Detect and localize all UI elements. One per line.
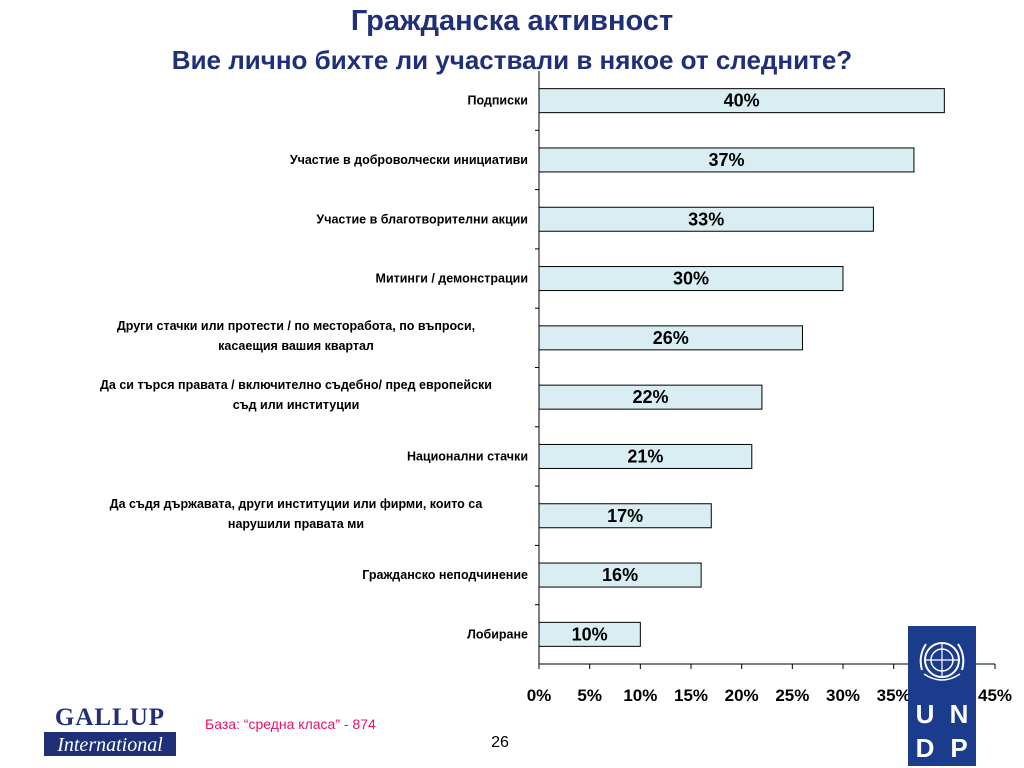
bar [538,147,915,173]
data-label: 33% [688,209,724,229]
undp-letter-n: N [949,699,969,729]
x-tick-label: 25% [775,686,809,705]
page-subtitle: Вие лично бихте ли участвали в някое от … [171,45,853,75]
category-label-line: Гражданско неподчинение [362,568,528,582]
category-label: Участие в доброволчески инициативи [290,153,528,167]
bar [538,325,803,351]
undp-logo: U N D P [908,626,976,766]
data-label: 40% [724,91,760,111]
bar [538,384,763,410]
base-note: База: “средна класа” - 874 [205,716,376,732]
gallup-logo-text: GALLUP [54,704,166,731]
x-tick-label: 10% [623,686,657,705]
category-label-line: Участие в доброволчески инициативи [290,153,528,167]
bar [538,206,874,232]
gallup-logo-subtext: International [44,732,176,756]
x-tick-label: 30% [826,686,860,705]
category-label-line: Други стачки или протести / по месторабо… [117,319,475,333]
x-tick-label: 35% [877,686,911,705]
category-label: Гражданско неподчинение [362,568,528,582]
category-label-line: съд или институции [233,398,360,412]
bar [538,266,844,292]
x-tick-label: 45% [978,686,1012,705]
x-tick-label: 5% [577,686,602,705]
page-title: Гражданска активност [350,5,674,37]
data-label: 26% [653,328,689,348]
category-label: Да си търся правата / включително съдебн… [100,378,492,412]
category-label-line: Да съдя държавата, други институции или … [110,497,484,511]
category-label-line: нарушили правата ми [228,517,364,531]
undp-letter-d: D [915,733,935,763]
gallup-international-logo: GALLUP International [44,704,176,756]
category-label-line: Да си търся правата / включително съдебн… [100,378,492,392]
data-label: 21% [627,446,663,466]
data-label: 22% [632,387,668,407]
bar [538,621,641,647]
data-label: 17% [607,506,643,526]
un-emblem-icon [919,642,965,681]
data-label: 16% [602,565,638,585]
x-tick-label: 0% [527,686,552,705]
category-label-line: Митинги / демонстрации [376,272,528,286]
data-label: 30% [673,269,709,289]
data-label: 37% [708,150,744,170]
category-label-line: Подписки [467,94,528,108]
category-label-line: Национални стачки [407,449,528,463]
category-label-line: Участие в благотворителни акции [316,212,528,226]
category-label: Да съдя държавата, други институции или … [110,497,484,531]
category-label: Национални стачки [407,449,528,463]
category-label-line: Лобиране [467,627,528,641]
page-number: 26 [491,734,509,751]
category-label: Лобиране [467,627,528,641]
data-label: 10% [572,624,608,644]
undp-letter-p: P [950,733,968,763]
bar [538,503,712,529]
bar [538,443,753,469]
category-label: Подписки [467,94,528,108]
category-label-line: касаещия вашия квартал [218,339,374,353]
x-tick-label: 20% [725,686,759,705]
undp-letter-u: U [915,699,935,729]
category-label: Митинги / демонстрации [376,272,528,286]
bar [538,88,945,114]
category-label: Участие в благотворителни акции [316,212,528,226]
category-label: Други стачки или протести / по месторабо… [117,319,475,353]
x-tick-label: 15% [674,686,708,705]
bar [538,562,702,588]
